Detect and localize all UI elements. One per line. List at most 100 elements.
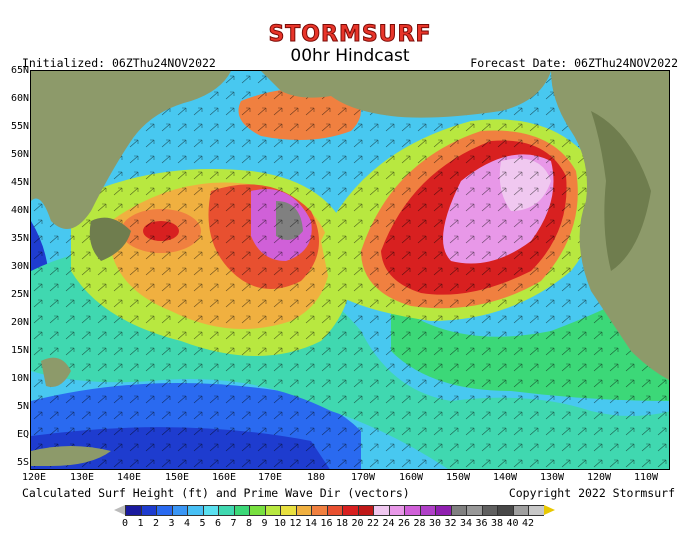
surf-height-map [30,70,670,470]
lat-label: 45N [10,177,29,188]
scale-value-label: 2 [152,518,160,529]
scale-value-label: 16 [320,518,333,529]
indonesia-islands [31,446,111,466]
scale-value-label: 5 [199,518,206,529]
alaska-landmass [261,71,551,118]
forecast-subtitle: 00hr Hindcast [290,46,410,66]
lat-label: EQ [16,429,29,440]
scale-value-label: 1 [137,518,144,529]
lon-label: 170E [257,472,283,483]
scale-value-label: 10 [273,518,287,529]
scale-value-label: 30 [428,518,442,529]
scale-value-label: 22 [366,518,380,529]
scale-value-label: 18 [335,518,349,529]
lon-label: 130W [539,472,565,483]
scale-swatch [187,505,203,516]
scale-value-label: 8 [245,518,253,529]
scale-swatch [357,505,373,516]
scale-value-label: 20 [351,518,364,529]
lon-label: 140W [492,472,518,483]
philippines-islands [41,357,71,387]
scale-swatch [171,505,187,516]
forecast-date-label: Forecast Date: 06ZThu24NOV2022 [470,56,678,70]
scale-value-label: 32 [444,518,457,529]
scale-swatch [373,505,389,516]
scale-swatch [156,505,172,516]
scale-swatch [233,505,249,516]
lat-label: 35N [10,233,29,244]
lon-label: 130E [69,472,95,483]
scale-swatch [295,505,311,516]
scale-value-label: 14 [304,518,318,529]
map-caption: Calculated Surf Height (ft) and Prime Wa… [22,486,410,500]
north-america-mountains [591,111,651,271]
scale-swatch [249,505,265,516]
lon-label: 110W [633,472,659,483]
scale-value-label: 36 [475,518,488,529]
scale-swatch [481,505,497,516]
scale-swatch [218,505,234,516]
scale-swatch [404,505,420,516]
japan-islands [89,217,131,261]
scale-swatch [497,505,513,516]
lat-label: 60N [10,93,29,104]
initialized-label: Initialized: 06ZThu24NOV2022 [22,56,216,70]
scale-swatch [280,505,296,516]
lon-label: 120W [586,472,612,483]
scale-under-arrow [114,505,125,515]
scale-value-label: 26 [397,518,411,529]
scale-value-label: 6 [214,518,222,529]
copyright-text: Copyright 2022 Stormsurf [508,486,675,500]
scale-swatch [264,505,280,516]
lat-label: 30N [10,261,29,272]
scale-value-label: 42 [521,518,535,529]
scale-value-label: 12 [289,518,302,529]
asia-landmass [31,71,231,229]
scale-value-label: 4 [183,518,191,529]
scale-swatch [125,505,141,516]
scale-value-label: 38 [490,518,504,529]
scale-swatch [140,505,156,516]
scale-swatch [342,505,358,516]
scale-swatch [419,505,435,516]
color-scale-bar [114,505,555,516]
lat-label: 10N [10,373,29,384]
lon-label: 180 [306,472,326,483]
scale-value-label: 34 [459,518,473,529]
scale-value-label: 40 [506,518,519,529]
lat-label: 40N [10,205,29,216]
scale-swatch [435,505,451,516]
scale-value-label: 7 [230,518,237,529]
scale-swatch [311,505,327,516]
lat-label: 65N [10,65,29,76]
lat-label: 55N [10,121,29,132]
scale-swatch [528,505,544,516]
lon-label: 120E [21,472,47,483]
scale-swatch [466,505,482,516]
scale-value-label: 0 [121,518,129,529]
scale-swatch [326,505,342,516]
wave-direction-vectors [31,71,669,469]
lat-label: 5S [16,457,29,468]
scale-over-arrow [543,505,555,515]
lat-label: 50N [10,149,29,160]
lat-label: 25N [10,289,29,300]
lon-label: 140E [116,472,142,483]
scale-swatch [450,505,466,516]
scale-value-label: 24 [382,518,395,529]
scale-swatch [512,505,528,516]
lat-label: 15N [10,345,29,356]
lon-label: 150W [445,472,471,483]
scale-swatch [388,505,404,516]
map-canvas [31,71,669,469]
scale-value-label: 28 [413,518,426,529]
scale-swatch [202,505,218,516]
lon-label: 160W [398,472,424,483]
lon-label: 170W [350,472,376,483]
scale-value-label: 3 [168,518,175,529]
scale-value-label: 9 [261,518,268,529]
lat-label: 20N [10,317,29,328]
lat-label: 5N [16,401,29,412]
stormsurf-logo: STORMSURF [268,22,432,48]
lon-label: 160E [211,472,237,483]
